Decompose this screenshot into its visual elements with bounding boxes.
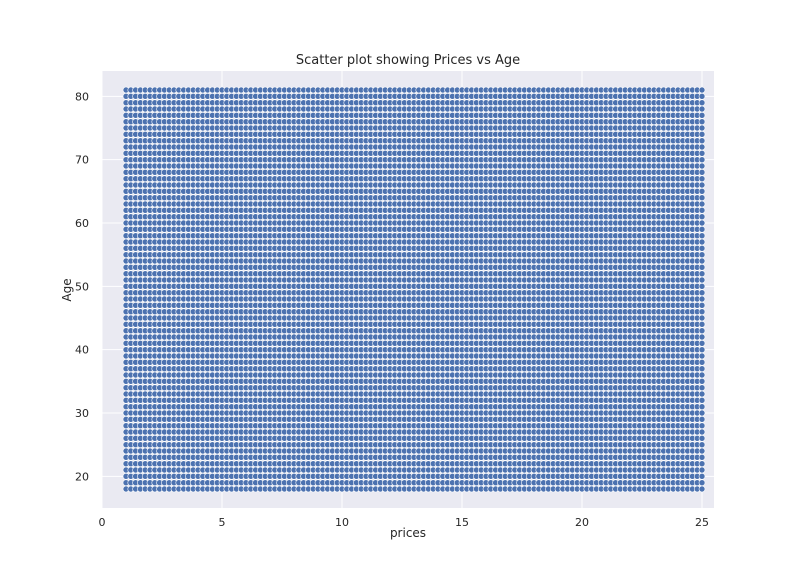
data-point: [698, 270, 706, 278]
data-point: [698, 403, 706, 411]
data-point: [698, 377, 706, 385]
data-point: [698, 365, 706, 373]
data-point: [698, 339, 706, 347]
data-point: [698, 472, 706, 480]
data-point: [698, 396, 706, 404]
data-point: [698, 428, 706, 436]
data-point: [698, 479, 706, 487]
data-point: [698, 422, 706, 430]
data-point: [698, 371, 706, 379]
data-point: [698, 447, 706, 455]
data-point: [698, 346, 706, 354]
data-point: [698, 441, 706, 449]
data-point: [698, 460, 706, 468]
data-point: [698, 409, 706, 417]
data-point: [698, 327, 706, 335]
data-point: [698, 390, 706, 398]
data-point: [698, 384, 706, 392]
data-point: [698, 232, 706, 239]
data-point: [698, 289, 706, 297]
data-point: [698, 257, 706, 265]
data-point: [698, 282, 706, 290]
data-point: [698, 308, 706, 316]
data-point: [698, 333, 706, 341]
data-point: [698, 245, 706, 252]
data-point: [698, 466, 706, 474]
data-point: [698, 263, 706, 271]
data-point: [698, 485, 706, 493]
data-point: [698, 238, 706, 246]
data-point: [698, 251, 706, 258]
data-point: [698, 276, 706, 284]
data-point: [698, 314, 706, 322]
data-point: [698, 301, 706, 309]
plot-background: [102, 71, 714, 508]
data-point: [698, 453, 706, 461]
data-point: [698, 358, 706, 366]
data-points: [122, 86, 706, 493]
data-point: [698, 415, 706, 423]
data-point: [698, 352, 706, 360]
data-point: [698, 320, 706, 328]
data-point: [698, 434, 706, 442]
data-point: [698, 295, 706, 303]
